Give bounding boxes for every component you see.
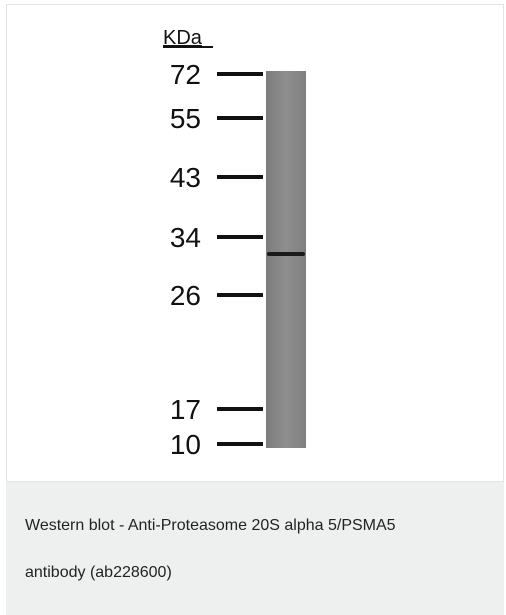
band: [267, 252, 305, 256]
unit-label: KDa: [163, 27, 203, 49]
marker-line: [217, 72, 263, 76]
marker-line: [217, 235, 263, 239]
marker-label: 72: [170, 59, 201, 90]
marker-line: [217, 293, 263, 297]
blot-image: KDa 72 55 43 34 26 17 10: [7, 5, 503, 481]
blot-figure: KDa 72 55 43 34 26 17 10: [6, 4, 504, 482]
marker-line: [217, 407, 263, 411]
marker-line: [217, 116, 263, 120]
caption-box: Western blot - Anti-Proteasome 20S alpha…: [6, 482, 504, 615]
lane: [266, 71, 306, 448]
marker-label: 55: [170, 103, 201, 134]
marker-label: 43: [170, 162, 201, 193]
marker-line: [217, 442, 263, 446]
page: KDa 72 55 43 34 26 17 10 Western blot - Anti-P…: [0, 0, 506, 615]
marker-label: 34: [170, 222, 201, 253]
caption: Western blot - Anti-Proteasome 20S alpha…: [25, 502, 445, 596]
marker-label: 17: [170, 394, 201, 425]
marker-line: [217, 175, 263, 179]
marker-label: 26: [170, 280, 201, 311]
marker-label: 10: [170, 429, 201, 460]
markers: 72 55 43 34 26 17 10: [170, 59, 263, 460]
